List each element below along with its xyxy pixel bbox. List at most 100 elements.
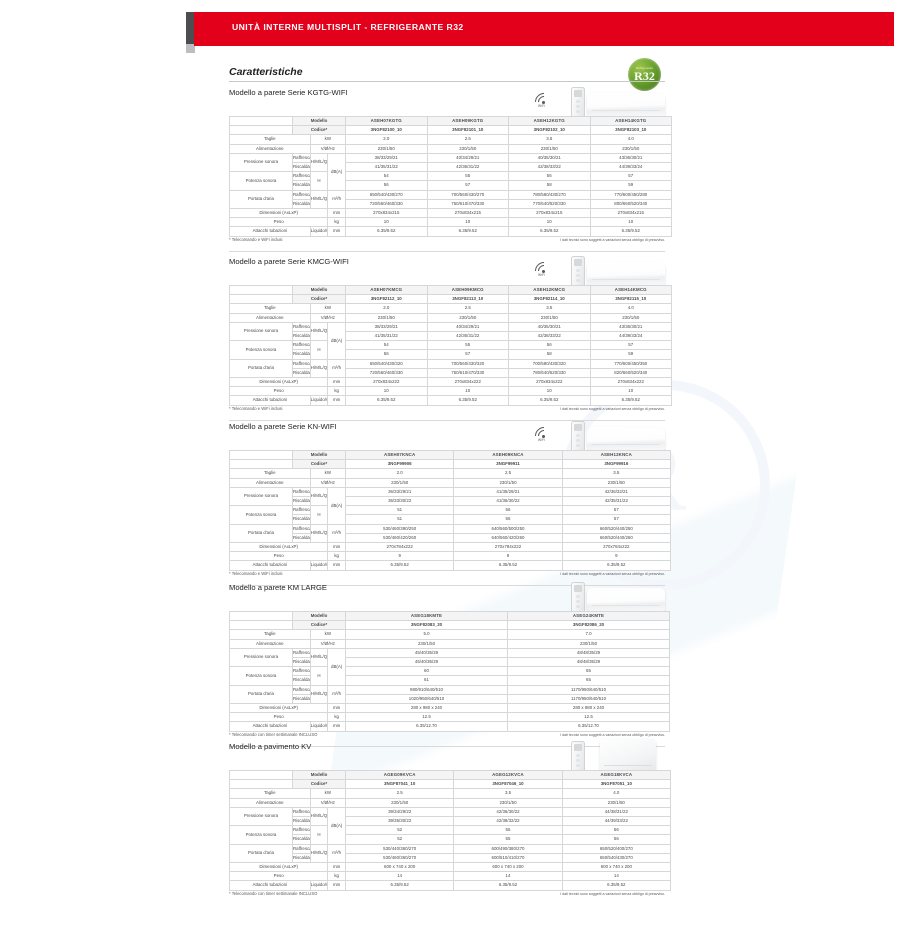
row-label-peso: Peso xyxy=(228,551,329,562)
row-label-attacchi: Attacchi tubazioni xyxy=(229,880,311,891)
row-sublabel: Raffrescamento xyxy=(292,843,311,854)
banner-tab-shadow xyxy=(186,44,195,53)
cell: 45/40/35/29 xyxy=(345,647,508,659)
model-name: AGEG09KVCA xyxy=(344,769,455,781)
table-disclaimer-1: I dati tecnici sono soggetti a variazion… xyxy=(560,407,665,411)
cell: 39/35/30/22 xyxy=(344,816,455,827)
unit: mm xyxy=(327,208,346,219)
unit: dB(A) xyxy=(327,647,346,686)
unit: H xyxy=(309,340,329,360)
row-label-peso: Peso xyxy=(228,871,329,882)
row-label-dimensioni: Dimensioni (AxLxP) xyxy=(228,703,329,714)
unit: V/Ø/Hz xyxy=(309,477,347,488)
row-sublabel: Liquido/Gas xyxy=(309,560,329,571)
unit: H/M/L/Q xyxy=(309,321,329,342)
unit: H/M/L/Q xyxy=(309,189,329,210)
cell: 230/1/50 xyxy=(426,143,509,154)
cell: 12.5 xyxy=(345,712,508,723)
cell: 270x834x215 xyxy=(589,208,672,219)
unit: H/M/L/Q xyxy=(309,152,329,173)
row-label-attacchi: Attacchi tubazioni xyxy=(229,721,311,732)
wifi-icon: WiFi xyxy=(531,258,557,284)
unit: kg xyxy=(327,217,346,228)
wifi-icon: WiFi xyxy=(531,423,557,449)
model-name: ASEH09KGTG xyxy=(426,115,509,127)
cell: 2.0 xyxy=(344,468,455,479)
cell: 9 xyxy=(561,551,671,562)
spec-table-2: Modello ASEH07KNCA ASEH09KNCA ASEH12KNCA Cod… xyxy=(228,449,671,571)
model-code: 3NGF87046_10 xyxy=(453,779,563,790)
cell: 42/38/33/22 xyxy=(508,331,591,342)
unit: mm xyxy=(327,703,346,714)
cell: 530/460/360/270 xyxy=(344,852,455,864)
model-code: 3NGF87051_10 xyxy=(561,779,671,790)
cell: 270x834x222 xyxy=(345,377,428,388)
cell: 52 xyxy=(344,825,455,836)
cell: 270x834x215 xyxy=(426,208,509,219)
model-name: ASEH12KMCG xyxy=(508,284,591,296)
cell: 10 xyxy=(589,217,672,228)
cell: 41/36/30/22 xyxy=(453,496,563,507)
model-code: 3NGF82102_10 xyxy=(508,125,591,136)
row-label-peso: Peso xyxy=(228,217,329,228)
cell: 230/1/50 xyxy=(344,477,455,488)
unit: kW xyxy=(309,134,347,145)
cell: 60 xyxy=(345,666,508,677)
header-modello: Modello xyxy=(292,284,346,296)
section-divider-3 xyxy=(229,746,665,747)
cell: 56 xyxy=(453,505,563,516)
floor-unit-image xyxy=(600,739,656,773)
cell: 7.0 xyxy=(507,629,670,640)
cell: 38/33/29/21 xyxy=(345,321,428,333)
table-footnote-0: * Telecomando e WiFi inclusi xyxy=(229,237,283,242)
cell: 43/36/30/21 xyxy=(589,321,672,333)
remote-control-image xyxy=(571,741,585,773)
header-codice: Codice* xyxy=(292,294,346,305)
cell: 40/34/29/21 xyxy=(426,152,509,164)
header-title: UNITÀ INTERNE MULTISPLIT - REFRIGERANTE … xyxy=(232,22,464,32)
r32-badge: Refrigerante R32 xyxy=(628,58,661,91)
cell: 45/40/35/29 xyxy=(345,657,508,668)
model-code: 3NGF82083_20 xyxy=(345,620,508,631)
row-label-taglie: Taglie xyxy=(229,134,311,145)
row-label-potenza-sonora: Potenza sonora xyxy=(229,340,293,360)
remote-control-image xyxy=(571,256,585,288)
cell: 6.35/9.52 xyxy=(561,560,671,571)
banner-tab xyxy=(186,12,195,52)
wall-unit-image xyxy=(587,588,665,611)
cell: 600 x 740 x 200 xyxy=(453,862,563,873)
cell: 780/580/430/270 xyxy=(508,189,591,200)
cell: 530/460/390/250 xyxy=(344,523,455,534)
row-label-pressione-sonora: Pressione sonora xyxy=(229,321,293,342)
cell: 44/38/31/22 xyxy=(561,806,671,818)
cell: 230/1/50 xyxy=(453,797,563,808)
model-name: ASEH09KNCA xyxy=(453,449,563,461)
cell: 270x784x222 xyxy=(453,542,563,553)
cell: 230/1/50 xyxy=(561,797,671,808)
cell: 2.5 xyxy=(426,134,509,145)
cell: 5.0 xyxy=(345,629,508,640)
cell: 270x784x222 xyxy=(344,542,455,553)
row-label-peso: Peso xyxy=(228,712,329,723)
row-label-portata-aria: Portata d'aria xyxy=(229,189,293,210)
cell: 40/34/29/21 xyxy=(426,321,509,333)
table-footnote-1: * Telecomando e WiFi inclusi xyxy=(229,406,283,411)
cell: 2.0 xyxy=(345,134,428,145)
row-sublabel: Raffrescamento xyxy=(292,684,311,695)
model-name: ASEG24KMTE xyxy=(507,610,670,622)
row-label-taglie: Taglie xyxy=(229,629,311,640)
cell: 600/490/380/270 xyxy=(453,843,563,854)
unit: H/M/L/Q xyxy=(309,486,329,507)
model-code: 3NGF82103_10 xyxy=(589,125,672,136)
row-label-potenza-sonora: Potenza sonora xyxy=(229,505,293,525)
model-code: 3NGF82101_10 xyxy=(426,125,509,136)
unit: mm xyxy=(327,226,346,237)
unit: mm xyxy=(327,377,346,388)
unit: H/M/L/Q xyxy=(309,684,329,705)
cell: 14 xyxy=(453,871,563,882)
cell: 720/560/460/330 xyxy=(345,367,428,379)
model-code: 3NGF99906 xyxy=(344,459,455,470)
cell: 42/36/31/22 xyxy=(426,331,509,342)
cell: 42/38/33/22 xyxy=(508,162,591,173)
row-sublabel: Raffrescamento xyxy=(292,152,311,164)
